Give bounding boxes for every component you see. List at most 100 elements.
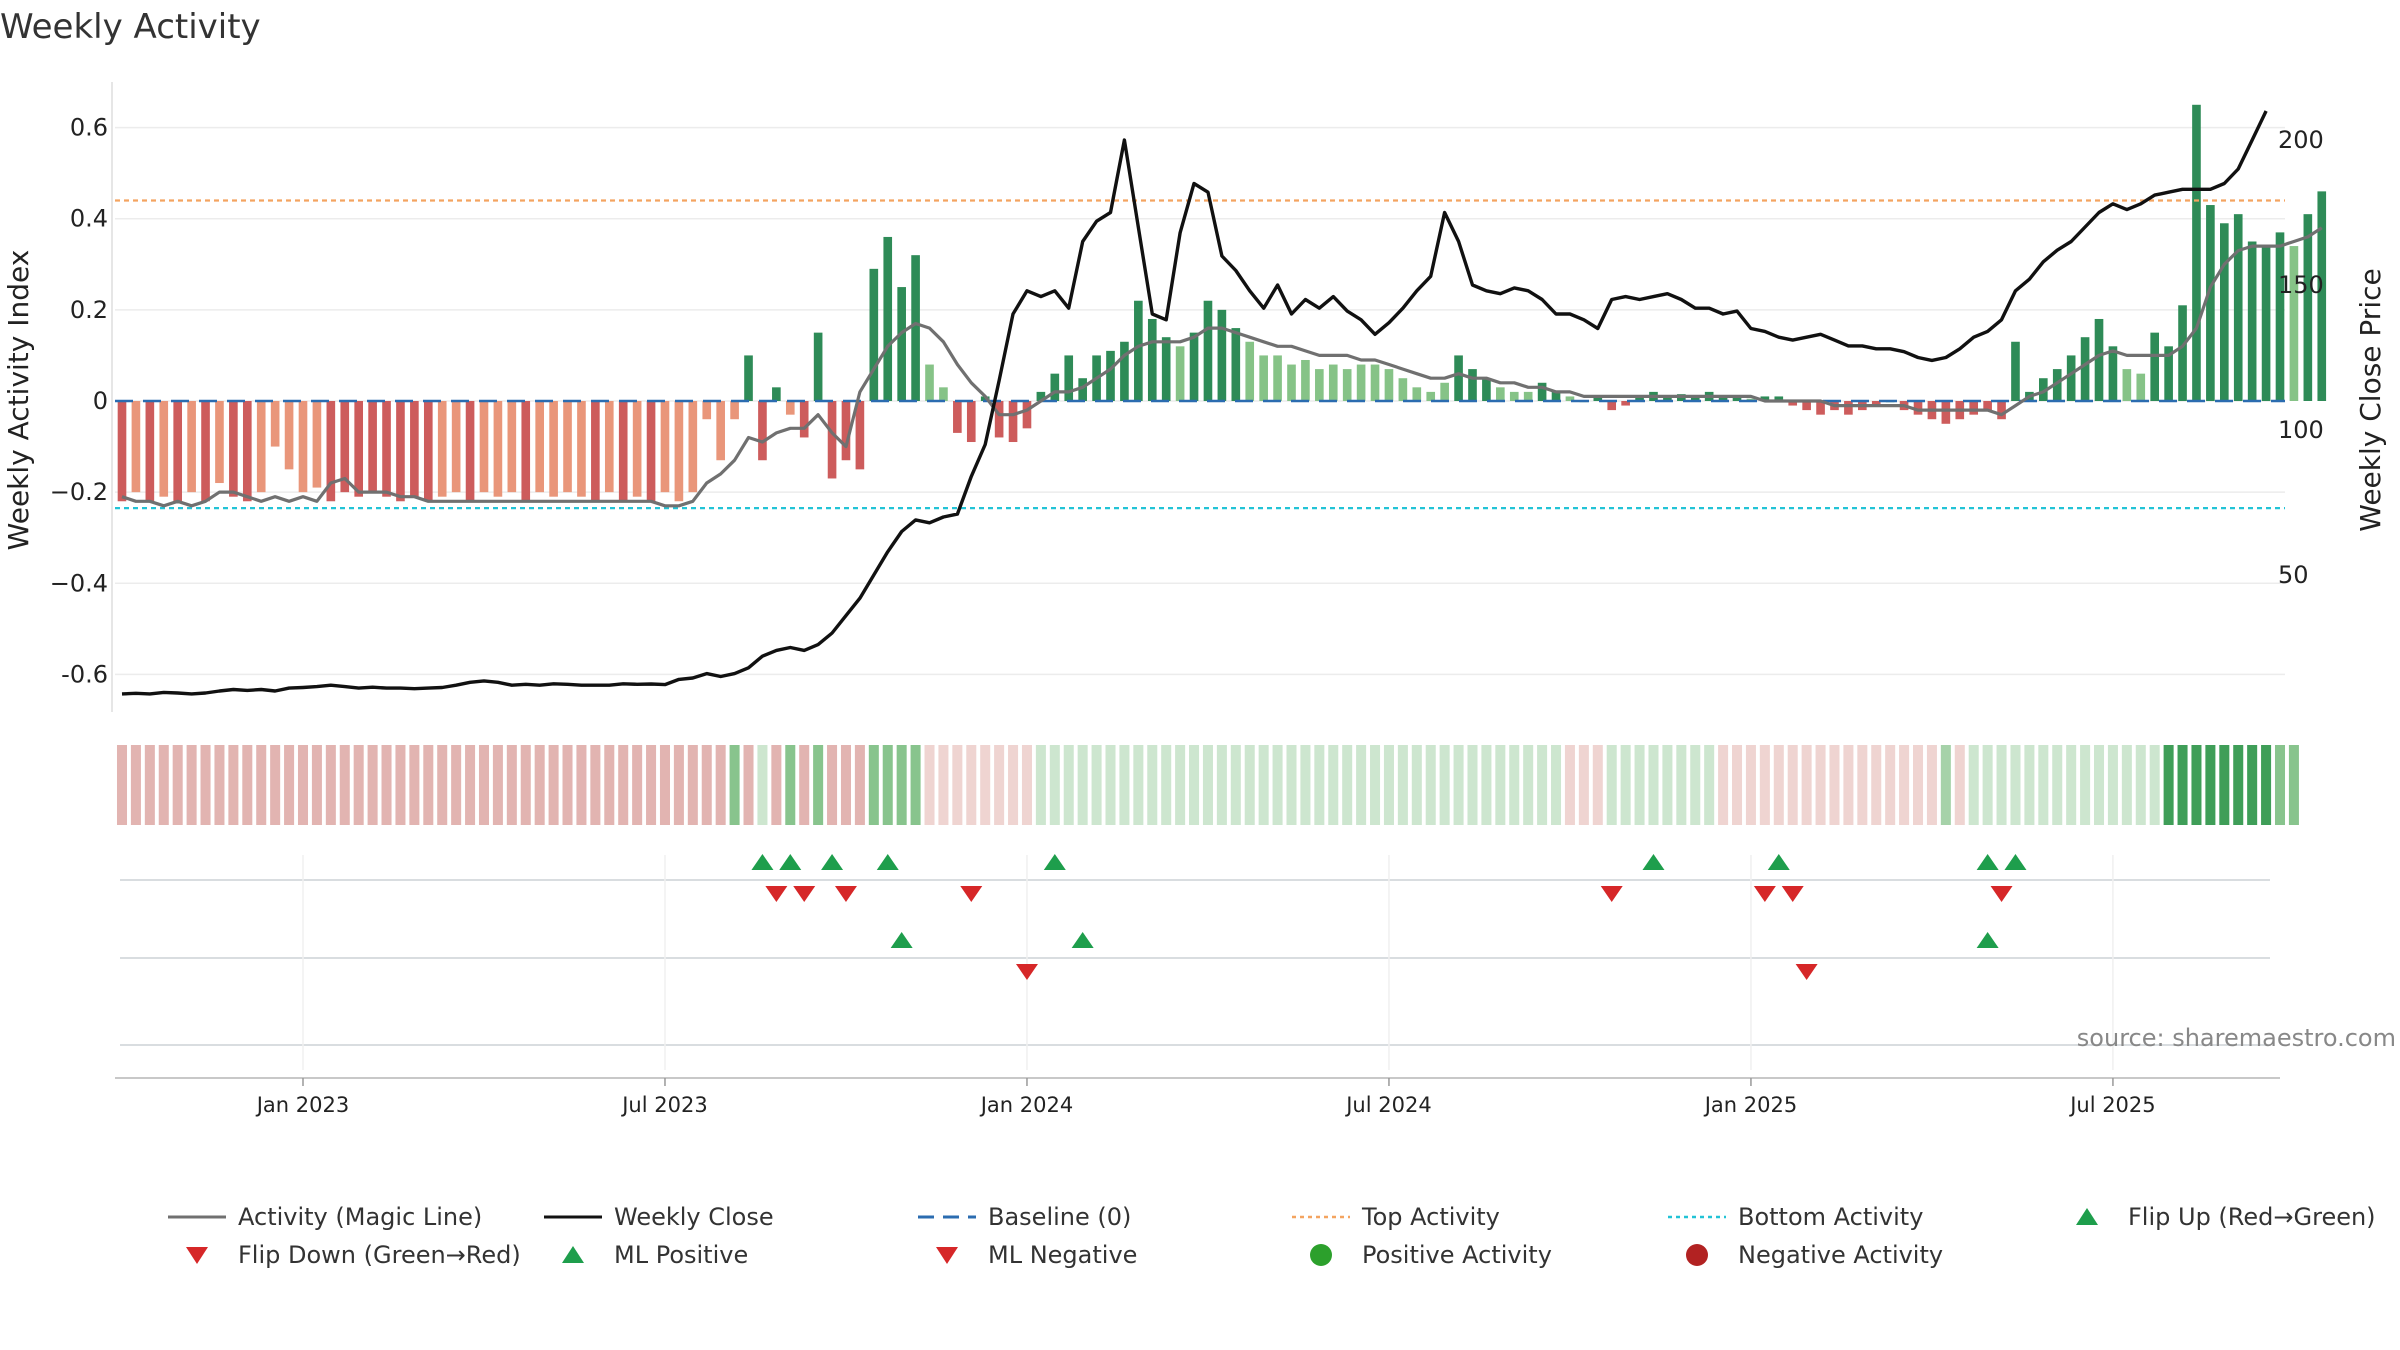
activity-bar [2080,337,2090,401]
activity-bar [1690,396,1700,401]
activity-bar [2233,214,2243,401]
activity-strip-cell [868,745,879,825]
activity-strip-cell [840,745,851,825]
activity-strip-cell [172,745,183,825]
legend-icon-triangle-up [2076,1208,2098,1225]
activity-strip-cell [1161,745,1172,825]
activity-strip-cell [1968,745,1979,825]
activity-bar [1161,337,1171,401]
activity-bar [465,401,475,502]
activity-strip-cell [437,745,448,825]
activity-bar [396,401,405,502]
legend-label: Positive Activity [1362,1241,1552,1269]
activity-bar [1342,369,1352,401]
activity-strip-cell [1147,745,1158,825]
activity-strip-cell [1773,745,1784,825]
activity-bar [883,236,893,401]
x-tick-label: Jan 2024 [979,1093,1074,1117]
activity-strip-cell [2163,745,2174,825]
ml-negative-marker [1795,964,1818,980]
activity-bar [1551,391,1561,401]
activity-strip-cell [1411,745,1422,825]
activity-strip-cell [1495,745,1506,825]
activity-strip-cell [1133,745,1144,825]
activity-strip-cell [548,745,559,825]
activity-strip-cell [1509,745,1520,825]
activity-bar [1454,355,1463,401]
activity-bar [368,401,377,493]
flip-down-marker [1753,886,1776,902]
activity-strip-cell [1940,745,1951,825]
activity-bar [117,401,127,502]
activity-bar [2317,191,2327,401]
activity-strip-cell [2247,745,2258,825]
activity-bar [1983,401,1992,411]
activity-strip-cell [2274,745,2286,825]
legend-label: Baseline (0) [988,1203,1131,1231]
activity-strip-cell [465,745,476,825]
activity-bar [758,401,767,461]
activity-strip-cell [409,745,420,825]
activity-bar [2192,104,2201,402]
activity-bar [298,401,308,493]
activity-strip-cell [938,745,949,825]
source-note: source: sharemaestro.com [2077,1024,2396,1052]
activity-bar [1050,373,1060,401]
activity-bar [1509,391,1519,401]
y2-tick-label: 200 [2278,126,2324,154]
activity-bar [2136,373,2146,401]
activity-strip-cell [1690,745,1701,825]
activity-strip-cell [1383,745,1394,825]
activity-strip-cell [1926,745,1937,825]
activity-bar [2261,246,2271,401]
activity-strip-cell [618,745,629,825]
activity-strip-cell [1272,745,1283,825]
activity-bar [229,401,238,497]
activity-bar [1189,332,1199,401]
activity-strip-cell [270,745,281,825]
activity-bar [1078,378,1087,401]
activity-strip-cell [1300,745,1311,825]
activity-strip-cell [757,745,768,825]
x-axis: Jan 2023 Jul 2023 Jan 2024 Jul 2024 Jan 2025… [255,1078,2156,1117]
activity-bar [716,401,725,461]
legend-label: Negative Activity [1738,1241,1943,1269]
activity-bar [2122,369,2132,401]
activity-bar [1941,401,1951,424]
activity-bar [2039,378,2048,401]
activity-strip-cell [771,745,782,825]
flip-up-marker [779,854,802,870]
activity-strip-cell [1982,745,1993,825]
activity-strip-cell [1439,745,1450,825]
activity-strip-cell [1620,745,1631,825]
activity-bar [1802,401,1811,411]
activity-strip-cell [882,745,893,825]
flip-down-marker [834,886,857,902]
flip-up-marker [821,854,844,870]
activity-bar [1718,396,1728,401]
activity-bar [326,401,336,502]
activity-strip-cell [896,745,907,825]
activity-strip-cell [1954,745,1965,825]
activity-strip-cell [1913,745,1924,825]
activity-bar [799,401,809,438]
activity-bar [604,401,614,493]
activity-strip-cell [2219,745,2230,825]
activity-strip-cell [1885,745,1896,825]
reference-lines [115,199,2285,510]
axes: 0.6 0.4 0.2 0 −0.2 −0.4 -0.6 200 150 100 50 [50,82,2324,712]
activity-bar [2206,205,2215,401]
activity-strip-cell [228,745,239,825]
activity-bar [1022,401,1032,429]
activity-bar [925,364,934,401]
activity-bar [897,287,906,401]
activity-strip-cell [743,745,754,825]
activity-strip-cell [1342,745,1353,825]
activity-strip-cell [952,745,963,825]
activity-strip-cell [1216,745,1227,825]
activity-bar [1523,391,1533,401]
activity-strip-cell [715,745,726,825]
activity-bar [660,401,670,493]
y2-tick-label: 50 [2278,561,2309,589]
activity-strip-cell [813,745,824,825]
